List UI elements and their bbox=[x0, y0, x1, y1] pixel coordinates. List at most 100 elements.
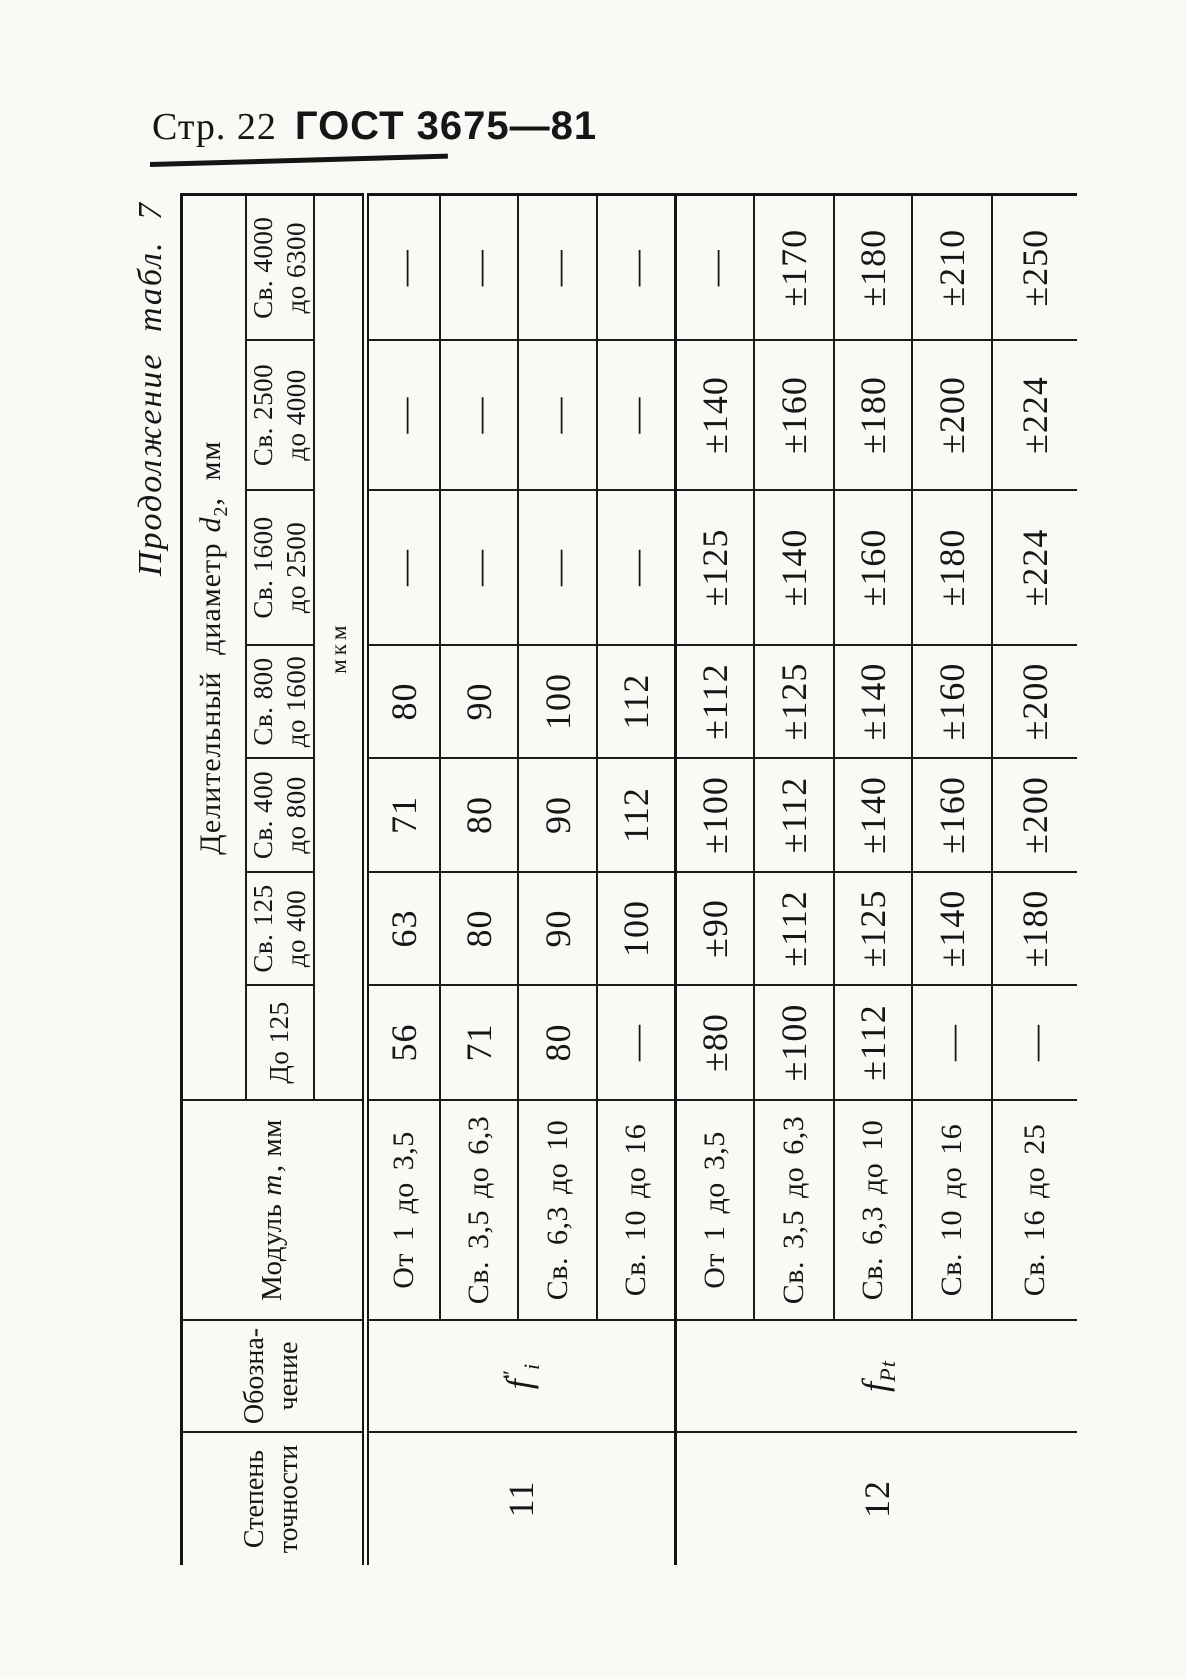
value-cell: — bbox=[440, 340, 519, 490]
value-cell: ±125 bbox=[675, 490, 755, 645]
range-line1: Св. 4000 bbox=[247, 216, 278, 319]
value-cell: — bbox=[365, 340, 441, 490]
rotated-table-block: Продолжение табл. 7 Степень точности Обо… bbox=[128, 193, 1088, 1565]
standard-code-label: ГОСТ 3675—81 bbox=[294, 104, 598, 148]
value-cell: ±80 bbox=[675, 985, 755, 1100]
value-cell: — bbox=[912, 985, 993, 1100]
value-cell: — bbox=[597, 194, 676, 340]
value-cell: — bbox=[440, 490, 519, 645]
range-line2: до 800 bbox=[280, 776, 311, 854]
value-cell: ±112 bbox=[675, 645, 755, 758]
value-cell: 90 bbox=[440, 645, 519, 758]
module-range-cell: Св. 6,3 до 10 bbox=[518, 1100, 598, 1320]
header-designation: Обозна- чение bbox=[181, 1320, 366, 1432]
module-range-cell: Св. 3,5 до 6,3 bbox=[754, 1100, 835, 1320]
header-module-unit: , мм bbox=[255, 1118, 288, 1173]
value-cell: ±140 bbox=[834, 645, 913, 758]
header-unit: мкм bbox=[314, 194, 366, 1100]
value-cell: ±112 bbox=[834, 985, 913, 1100]
value-cell: 112 bbox=[597, 645, 676, 758]
range-line1: До 125 bbox=[264, 1001, 295, 1084]
module-range-cell: Св. 6,3 до 10 bbox=[834, 1100, 913, 1320]
value-cell: ±125 bbox=[754, 645, 835, 758]
value-cell: — bbox=[365, 194, 441, 340]
range-line1: Св. 1600 bbox=[247, 516, 278, 619]
header-range-6: Св. 4000 до 6300 bbox=[245, 194, 315, 340]
value-cell: ±100 bbox=[675, 758, 755, 872]
grade-11-block: 11 f″i От 1 до 3,5 56 63 71 80 — — — Св.… bbox=[365, 194, 676, 1565]
range-line2: до 6300 bbox=[280, 221, 311, 314]
value-cell: ±140 bbox=[912, 872, 993, 985]
value-cell: ±210 bbox=[912, 194, 993, 340]
header-designation-line1: Обозна- bbox=[239, 1327, 271, 1425]
value-cell: — bbox=[440, 194, 519, 340]
module-range-cell: От 1 до 3,5 bbox=[365, 1100, 441, 1320]
header-module-text: Модуль bbox=[255, 1203, 288, 1302]
header-degree-line2: точности bbox=[273, 1444, 305, 1554]
value-cell: ±160 bbox=[754, 340, 835, 490]
module-symbol: m bbox=[255, 1174, 288, 1196]
header-range-0: До 125 bbox=[245, 985, 315, 1100]
table-caption: Продолжение табл. 7 bbox=[132, 201, 169, 577]
value-cell: ±250 bbox=[992, 194, 1078, 340]
module-range-cell: Св. 3,5 до 6,3 bbox=[440, 1100, 519, 1320]
diameter-symbol: d bbox=[194, 516, 228, 533]
header-degree-line1: Степень bbox=[239, 1449, 271, 1549]
designation-sub: Pt bbox=[874, 1360, 900, 1382]
value-cell: 63 bbox=[365, 872, 441, 985]
module-range-cell: От 1 до 3,5 bbox=[675, 1100, 755, 1320]
header-degree: Степень точности bbox=[181, 1432, 366, 1565]
header-range-4: Св. 1600 до 2500 bbox=[245, 490, 315, 645]
range-line1: Св. 2500 bbox=[247, 363, 278, 467]
grade-12-block: 12 fPt От 1 до 3,5 ±80 ±90 ±100 ±112 ±12… bbox=[675, 194, 1078, 1565]
value-cell: 90 bbox=[518, 758, 598, 872]
value-cell: ±200 bbox=[912, 340, 993, 490]
value-cell: ±200 bbox=[992, 645, 1078, 758]
value-cell: ±160 bbox=[912, 645, 993, 758]
value-cell: ±170 bbox=[754, 194, 835, 340]
module-range-cell: Св. 10 до 16 bbox=[912, 1100, 993, 1320]
value-cell: — bbox=[597, 985, 676, 1100]
value-cell: — bbox=[365, 490, 441, 645]
value-cell: ±140 bbox=[754, 490, 835, 645]
module-range-cell: Св. 10 до 16 bbox=[597, 1100, 676, 1320]
header-range-3: Св. 800 до 1600 bbox=[245, 645, 315, 758]
value-cell: 100 bbox=[597, 872, 676, 985]
table-row: 11 f″i От 1 до 3,5 56 63 71 80 — — — bbox=[365, 194, 676, 1565]
designation-sub: i bbox=[519, 1362, 545, 1370]
header-underline bbox=[149, 153, 448, 167]
range-line2: до 2500 bbox=[280, 521, 311, 614]
value-cell: ±180 bbox=[912, 490, 993, 645]
header-diameter-unit: , мм bbox=[194, 440, 228, 506]
value-cell: 80 bbox=[440, 872, 519, 985]
range-line1: Св. 125 bbox=[247, 884, 278, 973]
header-diameter-group: Делительный диаметр d2, мм bbox=[181, 194, 246, 1100]
range-line1: Св. 400 bbox=[247, 770, 278, 860]
value-cell: ±140 bbox=[675, 340, 755, 490]
page-number-label: Стр. 22 bbox=[152, 106, 277, 148]
designation-cell: fPt bbox=[675, 1320, 1078, 1432]
range-line2: до 1600 bbox=[280, 655, 311, 748]
value-cell: — bbox=[518, 194, 598, 340]
value-cell: ±200 bbox=[992, 758, 1078, 872]
value-cell: ±125 bbox=[834, 872, 913, 985]
value-cell: — bbox=[992, 985, 1078, 1100]
range-line1: Св. 800 bbox=[247, 657, 278, 746]
degree-cell: 12 bbox=[675, 1432, 1078, 1565]
value-cell: ±160 bbox=[834, 490, 913, 645]
value-cell: — bbox=[518, 490, 598, 645]
value-cell: 80 bbox=[440, 758, 519, 872]
value-cell: 71 bbox=[365, 758, 441, 872]
value-cell: — bbox=[518, 340, 598, 490]
range-line2: до 400 bbox=[280, 889, 311, 968]
accuracy-table: Степень точности Обозна- чение Модульm, … bbox=[180, 193, 1078, 1565]
value-cell: 56 bbox=[365, 985, 441, 1100]
value-cell: 100 bbox=[518, 645, 598, 758]
diameter-symbol-index: 2 bbox=[210, 505, 233, 517]
table-row: 12 fPt От 1 до 3,5 ±80 ±90 ±100 ±112 ±12… bbox=[675, 194, 1078, 1565]
value-cell: 71 bbox=[440, 985, 519, 1100]
value-cell: ±224 bbox=[992, 340, 1078, 490]
value-cell: ±90 bbox=[675, 872, 755, 985]
value-cell: ±160 bbox=[912, 758, 993, 872]
